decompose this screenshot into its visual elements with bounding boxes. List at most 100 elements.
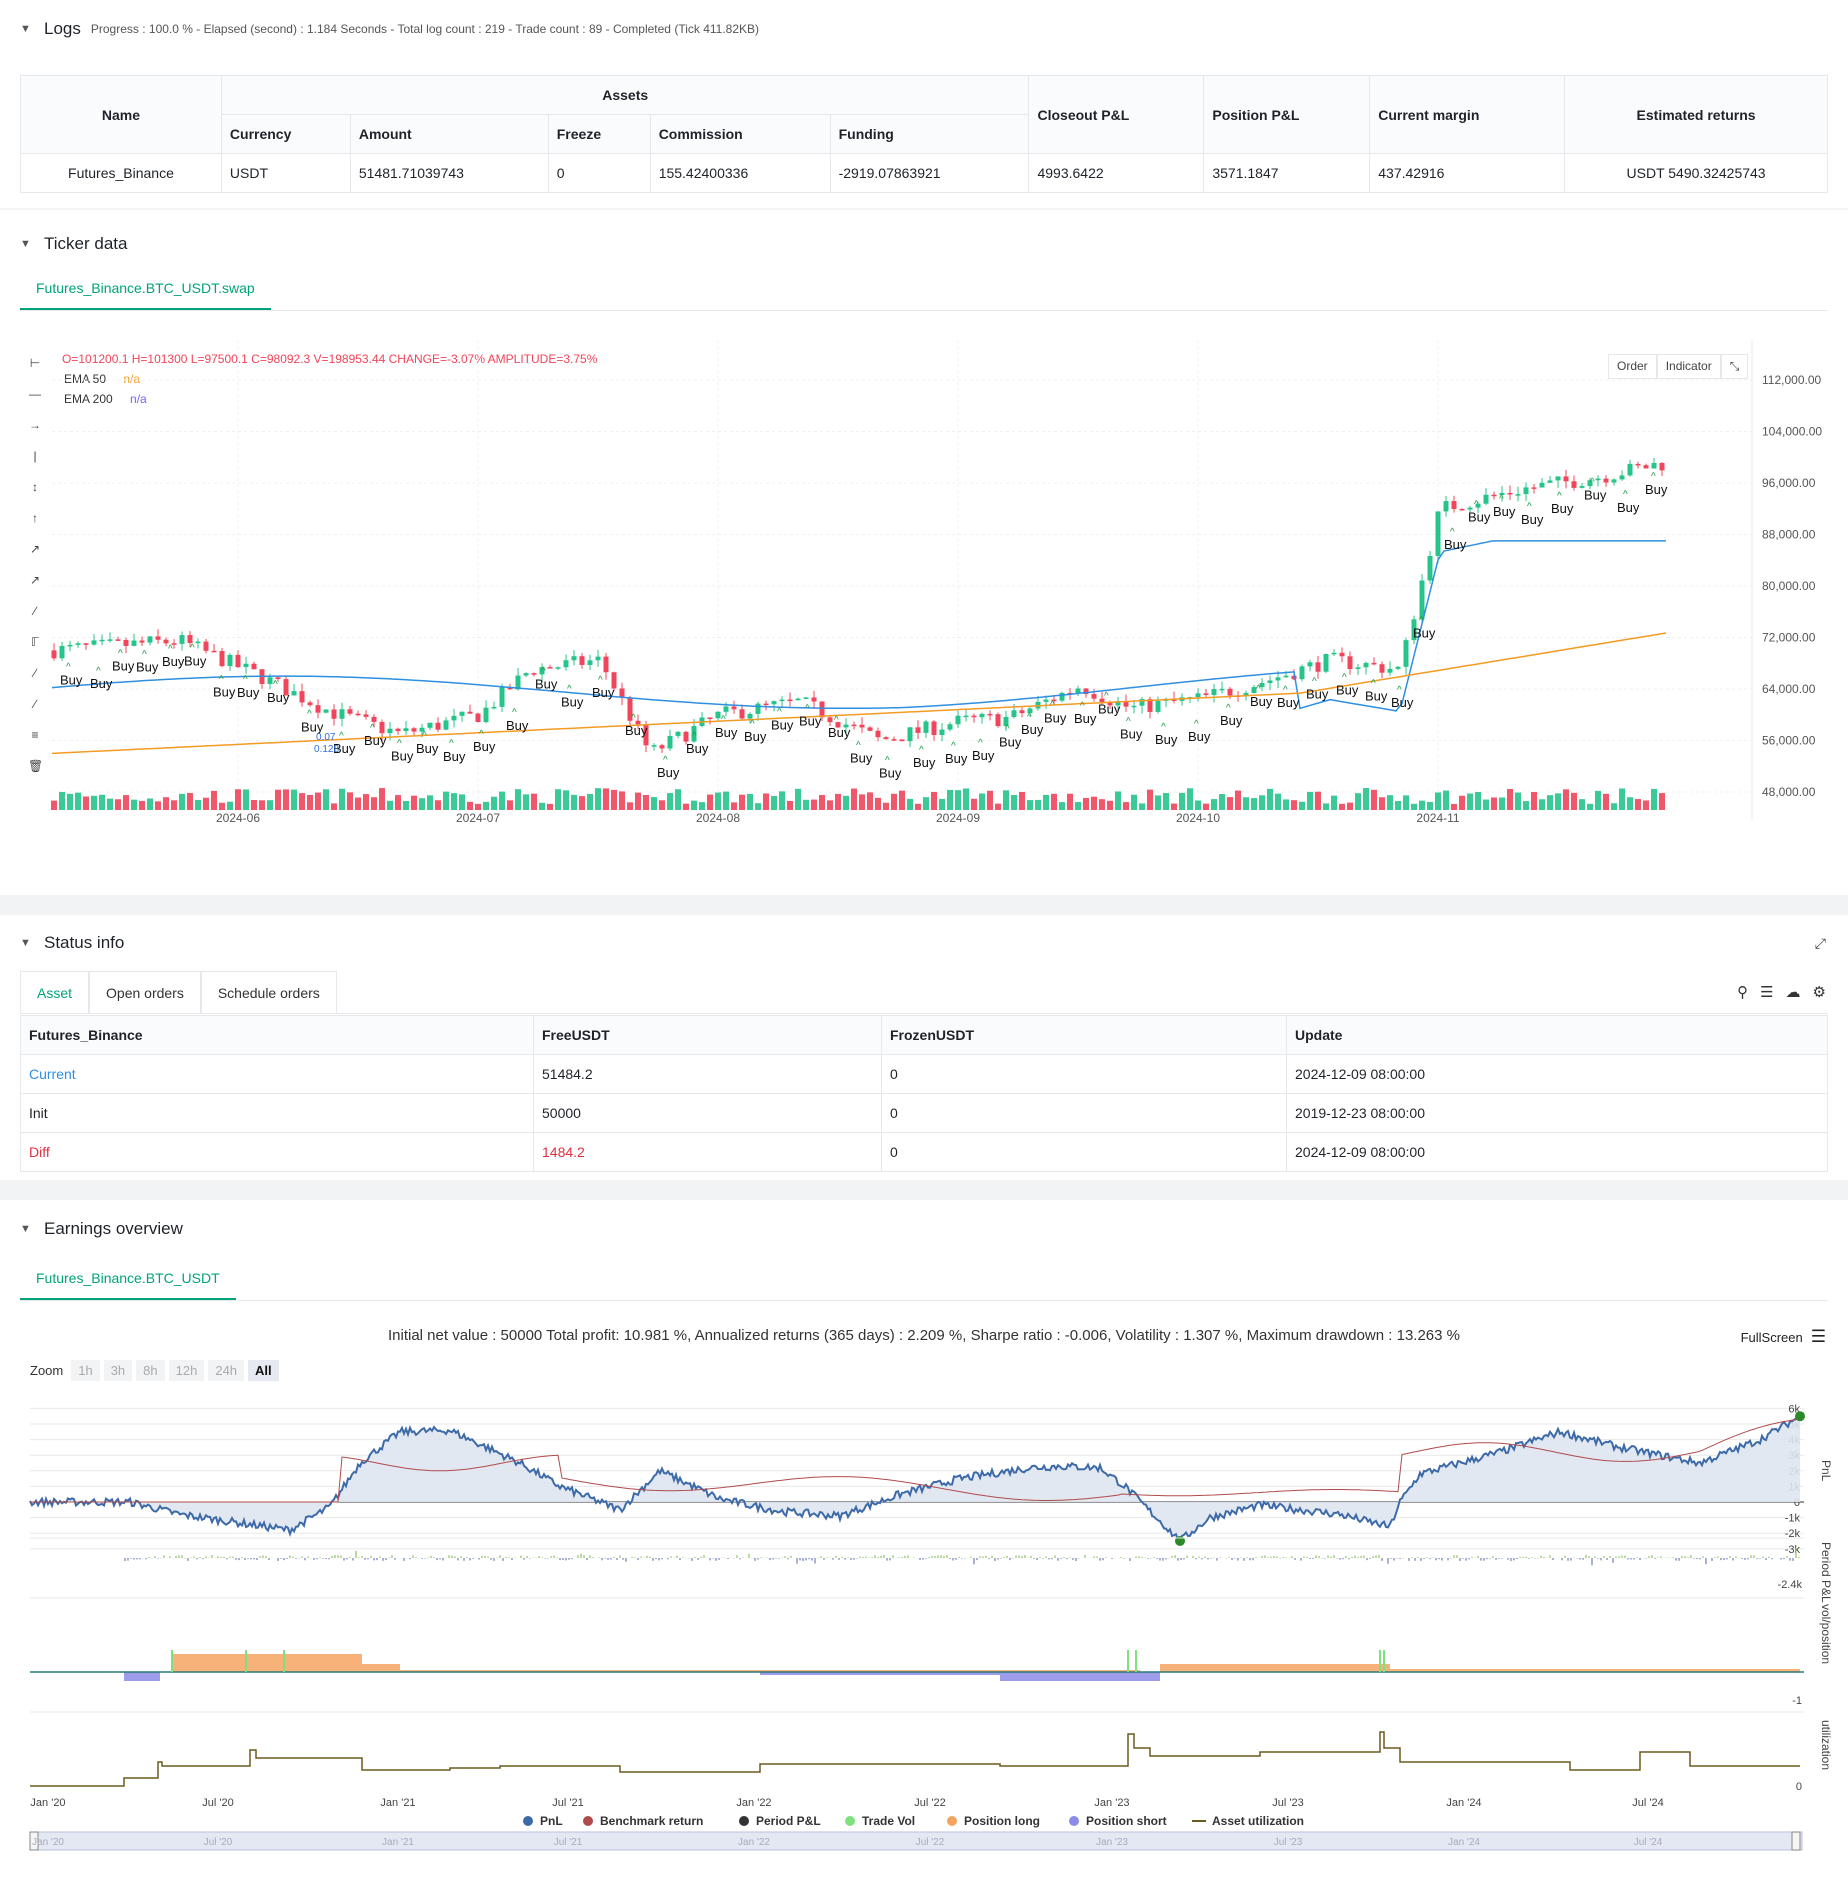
- volume-bar: [211, 790, 217, 810]
- list-icon[interactable]: ☰: [1760, 984, 1774, 1001]
- order-button[interactable]: Order: [1608, 354, 1657, 379]
- trash-icon[interactable]: 🗑: [28, 759, 44, 773]
- candle-body: [307, 702, 313, 706]
- vertical-ray-icon[interactable]: ↑: [32, 511, 38, 525]
- volume-bar: [947, 789, 953, 810]
- candle-body: [787, 699, 793, 702]
- zoom-8h[interactable]: 8h: [136, 1360, 165, 1381]
- buy-marker: ^: [541, 666, 546, 677]
- candle-body: [91, 640, 97, 645]
- candle-body: [1019, 710, 1025, 714]
- candle-body: [1643, 465, 1649, 469]
- collapse-icon[interactable]: ⤢: [1814, 935, 1826, 951]
- buy-marker: ^: [1499, 494, 1504, 505]
- candle-body: [355, 713, 361, 716]
- volume-bar: [299, 793, 305, 810]
- volume-bar: [1459, 795, 1465, 810]
- segment-icon[interactable]: ∕: [33, 604, 36, 618]
- search-icon[interactable]: ⚲: [1737, 984, 1749, 1001]
- channel-icon[interactable]: ∕: [33, 697, 36, 711]
- price-line-icon[interactable]: ℾ: [31, 635, 39, 649]
- ray-line-icon[interactable]: ↗: [29, 573, 41, 587]
- earnings-header[interactable]: ▼ Earnings overview: [0, 1200, 1848, 1258]
- gear-icon[interactable]: ⚙: [1812, 984, 1826, 1001]
- chevron-down-icon[interactable]: ▼: [20, 937, 31, 949]
- buy-label: Buy: [60, 672, 83, 687]
- navigator-tick: Jan '24: [1448, 1837, 1480, 1848]
- volume-bar: [1627, 797, 1633, 810]
- volume-bar: [1251, 798, 1257, 810]
- volume-bar: [867, 792, 873, 810]
- navigator-tick: Jan '21: [382, 1837, 414, 1848]
- cloud-download-icon[interactable]: ☁: [1785, 984, 1801, 1001]
- volume-bar: [83, 796, 89, 810]
- vertical-segment-icon[interactable]: ↕: [32, 480, 38, 494]
- volume-bar: [731, 802, 737, 810]
- candle-body: [51, 650, 57, 659]
- volume-bar: [531, 793, 537, 810]
- cell: 2024-12-09 08:00:00: [1286, 1054, 1828, 1094]
- candlestick-chart[interactable]: 112,000.00 104,000.00 96,000.00 88,000.00 80…: [0, 340, 1848, 840]
- menu-icon[interactable]: ☰: [1810, 1327, 1826, 1346]
- volume-bar: [971, 798, 977, 810]
- candle-body: [883, 737, 889, 740]
- zoom-1h[interactable]: 1h: [71, 1360, 100, 1381]
- candle-body: [1107, 702, 1113, 706]
- cell: 0: [881, 1132, 1287, 1172]
- fullscreen-control[interactable]: FullScreen ☰: [1741, 1327, 1826, 1347]
- candle-body: [1331, 652, 1337, 655]
- candle-body: [83, 643, 89, 645]
- buy-label: Buy: [715, 725, 738, 740]
- buy-marker: ^: [1027, 712, 1032, 723]
- volume-bar: [875, 797, 881, 810]
- expand-icon[interactable]: ⤡: [1720, 354, 1749, 379]
- tab-asset[interactable]: Asset: [20, 971, 90, 1013]
- candle-body: [291, 691, 297, 696]
- candle-body: [931, 721, 937, 735]
- parallel-line-icon[interactable]: ∕: [33, 666, 36, 680]
- candle-body: [363, 714, 369, 717]
- zoom-all[interactable]: All: [248, 1360, 279, 1381]
- volume-bar: [835, 793, 841, 810]
- chevron-down-icon[interactable]: ▼: [20, 238, 31, 250]
- candle-body: [467, 711, 473, 714]
- tab-btc-usdt[interactable]: Futures_Binance.BTC_USDT: [20, 1258, 236, 1300]
- candle-body: [155, 636, 161, 640]
- buy-marker: ^: [397, 738, 402, 749]
- buy-label: Buy: [506, 718, 529, 733]
- trend-line-icon[interactable]: ↗: [29, 542, 41, 556]
- zoom-24h[interactable]: 24h: [208, 1360, 245, 1381]
- candle-body: [779, 699, 785, 702]
- volume-bar: [523, 794, 529, 810]
- candle-body: [539, 667, 545, 675]
- horizontal-ray-icon[interactable]: →: [29, 418, 41, 432]
- logs-header[interactable]: ▼ Logs Progress : 100.0 % - Elapsed (sec…: [0, 0, 1848, 58]
- buy-label: Buy: [136, 660, 159, 675]
- indicator-button[interactable]: Indicator: [1656, 354, 1721, 379]
- tab-open-orders[interactable]: Open orders: [89, 971, 201, 1013]
- buy-marker: ^: [422, 731, 427, 742]
- volume-bar: [1203, 803, 1209, 810]
- fibonacci-icon[interactable]: ≡: [31, 728, 39, 742]
- buy-marker: ^: [1312, 676, 1317, 687]
- tab-btc-usdt-swap[interactable]: Futures_Binance.BTC_USDT.swap: [20, 268, 271, 310]
- vertical-line-icon[interactable]: |: [33, 449, 37, 463]
- table-row: Futures_Binance USDT 51481.71039743 0 15…: [20, 153, 1828, 193]
- chevron-down-icon[interactable]: ▼: [20, 1223, 31, 1235]
- ticker-header[interactable]: ▼ Ticker data: [0, 220, 1848, 268]
- pnl-tick-label: -3k: [1785, 1544, 1801, 1556]
- crosshair-icon[interactable]: ⊢: [29, 356, 41, 370]
- volume-bar: [851, 788, 857, 810]
- tab-schedule-orders[interactable]: Schedule orders: [200, 971, 337, 1013]
- row-label-current[interactable]: Current: [20, 1054, 534, 1094]
- zoom-3h[interactable]: 3h: [103, 1360, 133, 1381]
- candle-body: [419, 727, 425, 732]
- zoom-12h[interactable]: 12h: [168, 1360, 205, 1381]
- horizontal-line-icon[interactable]: —: [29, 387, 41, 401]
- status-header[interactable]: ▼ Status info: [0, 915, 1848, 971]
- buy-label: Buy: [301, 719, 324, 734]
- volume-bar: [691, 800, 697, 810]
- chevron-down-icon[interactable]: ▼: [20, 23, 31, 35]
- status-table: Futures_Binance FreeUSDT FrozenUSDT Upda…: [20, 1015, 1828, 1172]
